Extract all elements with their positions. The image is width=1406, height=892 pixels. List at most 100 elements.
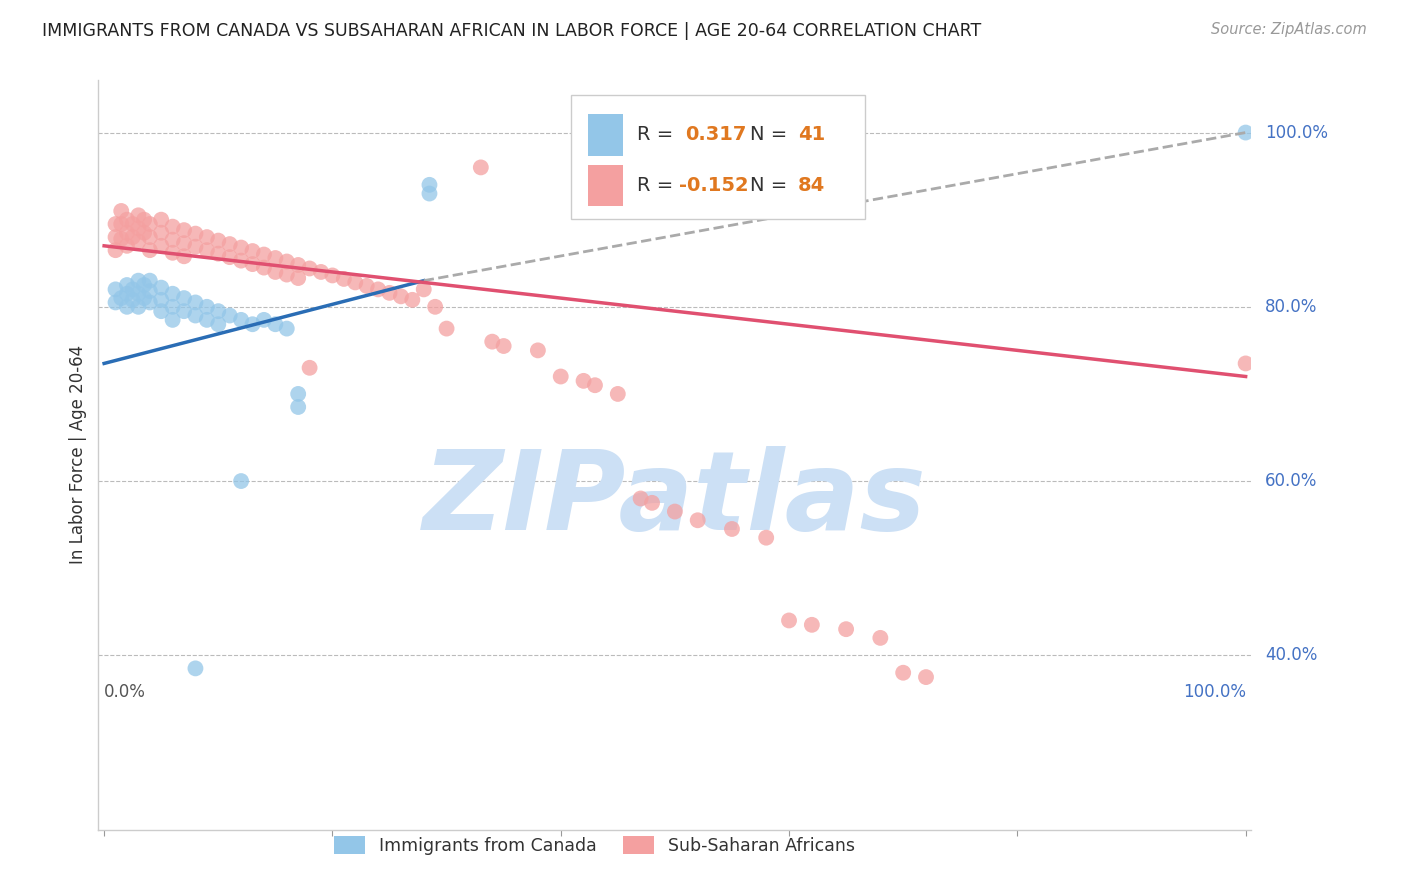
Point bbox=[115, 212, 138, 227]
Point bbox=[229, 241, 252, 255]
Point bbox=[127, 286, 149, 301]
Point bbox=[436, 321, 458, 335]
Point bbox=[583, 378, 606, 392]
Point bbox=[104, 243, 127, 257]
Point bbox=[104, 230, 127, 244]
Point bbox=[309, 265, 332, 279]
Point bbox=[686, 513, 709, 527]
Point bbox=[150, 239, 173, 253]
Point bbox=[356, 279, 378, 293]
Point bbox=[367, 282, 389, 296]
Point bbox=[139, 295, 162, 310]
Point bbox=[184, 295, 207, 310]
Point bbox=[264, 251, 287, 265]
Point bbox=[127, 274, 149, 288]
Point bbox=[115, 286, 138, 301]
Point bbox=[630, 491, 652, 506]
Point bbox=[110, 217, 132, 231]
Point bbox=[276, 321, 298, 335]
Point bbox=[115, 239, 138, 253]
Point bbox=[664, 504, 686, 518]
Point bbox=[915, 670, 938, 684]
Point bbox=[778, 614, 800, 628]
Point bbox=[253, 313, 276, 327]
Point bbox=[218, 309, 240, 323]
Point bbox=[550, 369, 572, 384]
Point bbox=[121, 293, 143, 307]
Point bbox=[800, 617, 823, 632]
Point bbox=[127, 208, 149, 222]
Point bbox=[218, 237, 240, 252]
Text: 0.0%: 0.0% bbox=[104, 683, 146, 701]
Point bbox=[184, 240, 207, 254]
Point bbox=[195, 230, 218, 244]
Point bbox=[1234, 356, 1257, 370]
Point bbox=[162, 300, 184, 314]
Point bbox=[333, 272, 356, 286]
Point bbox=[110, 232, 132, 246]
Point bbox=[298, 360, 321, 375]
Point bbox=[1234, 126, 1257, 140]
Text: ZIPatlas: ZIPatlas bbox=[423, 446, 927, 553]
Point bbox=[344, 276, 367, 290]
Point bbox=[418, 186, 440, 201]
Point bbox=[835, 622, 858, 636]
Text: 100.0%: 100.0% bbox=[1265, 124, 1329, 142]
Point bbox=[891, 665, 914, 680]
Point bbox=[173, 249, 195, 263]
Point bbox=[418, 178, 440, 192]
Text: 40.0%: 40.0% bbox=[1265, 647, 1317, 665]
Point bbox=[173, 236, 195, 251]
Point bbox=[184, 661, 207, 675]
Point bbox=[207, 234, 229, 248]
Point bbox=[869, 631, 891, 645]
Point bbox=[139, 284, 162, 298]
Point bbox=[389, 289, 412, 303]
Point bbox=[132, 278, 155, 293]
Point bbox=[492, 339, 515, 353]
Point bbox=[162, 313, 184, 327]
Point bbox=[253, 247, 276, 261]
Point bbox=[139, 243, 162, 257]
Point bbox=[242, 244, 264, 258]
Point bbox=[150, 304, 173, 318]
Point bbox=[173, 291, 195, 305]
Point bbox=[412, 282, 434, 296]
Text: R =: R = bbox=[637, 176, 679, 194]
Point bbox=[121, 217, 143, 231]
Point bbox=[104, 282, 127, 296]
Point bbox=[527, 343, 550, 358]
Text: 41: 41 bbox=[799, 126, 825, 145]
Point bbox=[195, 300, 218, 314]
Point bbox=[755, 531, 778, 545]
Point bbox=[104, 295, 127, 310]
Text: 0.317: 0.317 bbox=[685, 126, 747, 145]
Point bbox=[287, 258, 309, 272]
Point bbox=[298, 261, 321, 276]
Point bbox=[162, 286, 184, 301]
Point bbox=[378, 285, 401, 300]
Text: 80.0%: 80.0% bbox=[1265, 298, 1317, 316]
Text: N =: N = bbox=[749, 176, 793, 194]
Point bbox=[184, 309, 207, 323]
Point bbox=[401, 293, 423, 307]
Point bbox=[287, 400, 309, 414]
Point bbox=[150, 212, 173, 227]
Point bbox=[127, 221, 149, 235]
Text: -0.152: -0.152 bbox=[679, 176, 749, 194]
Point bbox=[150, 226, 173, 240]
Point bbox=[162, 233, 184, 247]
Point bbox=[127, 235, 149, 249]
Text: R =: R = bbox=[637, 126, 679, 145]
Point bbox=[121, 282, 143, 296]
Point bbox=[162, 245, 184, 260]
Point bbox=[264, 265, 287, 279]
Point bbox=[104, 217, 127, 231]
Point bbox=[287, 387, 309, 401]
Point bbox=[115, 278, 138, 293]
Point bbox=[195, 313, 218, 327]
Point bbox=[229, 313, 252, 327]
Point bbox=[121, 230, 143, 244]
Point bbox=[276, 254, 298, 268]
Point bbox=[264, 317, 287, 331]
